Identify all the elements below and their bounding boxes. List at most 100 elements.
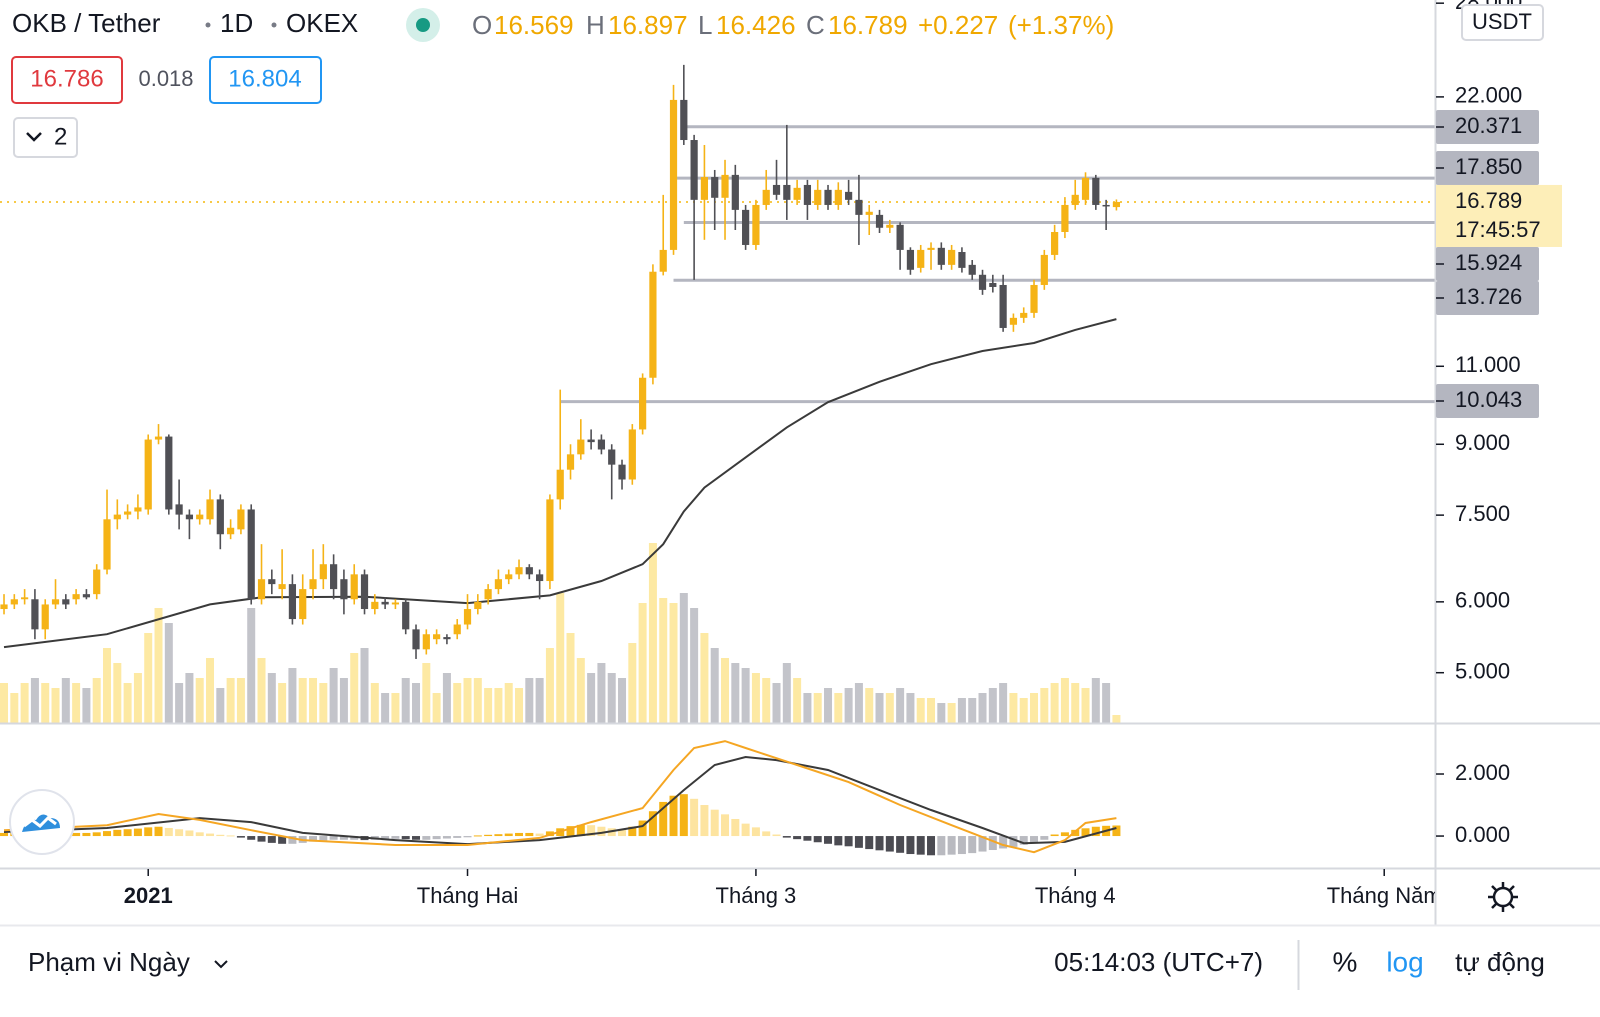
candle-body bbox=[968, 264, 976, 275]
clock[interactable]: 05:14:03 (UTC+7) bbox=[1054, 947, 1263, 977]
candle-body bbox=[1092, 177, 1100, 205]
candle-body bbox=[154, 436, 163, 440]
candle-body bbox=[10, 599, 18, 605]
candle-body bbox=[659, 249, 667, 272]
candle-body bbox=[834, 189, 842, 205]
sell-button[interactable] bbox=[11, 56, 123, 104]
volume-bar bbox=[648, 543, 657, 723]
volume-bar bbox=[133, 673, 142, 723]
volume-bar bbox=[515, 688, 524, 723]
volume-bar bbox=[1030, 693, 1039, 723]
buy-button[interactable] bbox=[209, 56, 322, 104]
date-range[interactable]: Phạm vi Ngày bbox=[28, 947, 190, 977]
volume-bar bbox=[92, 678, 101, 723]
candle-body bbox=[72, 594, 80, 600]
candle-body bbox=[669, 99, 678, 250]
x-tick-label: 2021 bbox=[124, 883, 173, 908]
candle-body bbox=[711, 177, 719, 198]
volume-bar bbox=[587, 673, 596, 723]
candle-body bbox=[113, 514, 121, 520]
volume-bar bbox=[803, 693, 812, 723]
volume-bar bbox=[20, 683, 29, 723]
volume-bar bbox=[947, 703, 956, 723]
macd-histogram-bar bbox=[679, 794, 688, 837]
macd-histogram-bar bbox=[309, 836, 318, 842]
macd-histogram-bar bbox=[82, 832, 91, 837]
macd-histogram-bar bbox=[123, 829, 132, 837]
macd-histogram-bar bbox=[638, 820, 647, 837]
macd-histogram-bar bbox=[885, 836, 894, 852]
macd-histogram-bar bbox=[741, 823, 750, 837]
candle-body bbox=[803, 184, 812, 205]
candle-body bbox=[412, 629, 420, 650]
macd-histogram-bar bbox=[329, 836, 338, 840]
volume-bar bbox=[679, 593, 688, 723]
macd-histogram-bar bbox=[504, 833, 513, 837]
volume-bar bbox=[710, 648, 719, 723]
volume-bar bbox=[834, 693, 843, 723]
indicator-count[interactable]: 2 bbox=[54, 123, 67, 150]
bid[interactable]: 16.786 bbox=[30, 65, 103, 92]
percent-toggle[interactable]: % bbox=[1333, 946, 1358, 977]
candle-body bbox=[762, 189, 770, 205]
candle-body bbox=[649, 271, 657, 378]
macd-histogram-bar bbox=[710, 809, 719, 837]
macd-histogram-bar bbox=[442, 836, 451, 839]
y-tick-label: 9.000 bbox=[1455, 430, 1510, 455]
volume-bar bbox=[1071, 683, 1080, 723]
log-toggle[interactable]: log bbox=[1386, 946, 1423, 977]
candle-body bbox=[93, 569, 101, 595]
macd-histogram-bar bbox=[916, 836, 925, 855]
y-tick-label: 7.500 bbox=[1455, 501, 1510, 526]
macd-histogram-bar bbox=[978, 836, 987, 852]
candle-body bbox=[999, 284, 1007, 328]
macd-histogram-bar bbox=[597, 826, 606, 837]
volume-bar bbox=[1050, 683, 1059, 723]
candle-body bbox=[978, 274, 987, 290]
macd-histogram-bar bbox=[412, 836, 421, 840]
candle-body bbox=[690, 140, 698, 200]
volume-bar bbox=[226, 678, 235, 723]
macd-histogram-bar bbox=[782, 836, 791, 838]
x-tick-label: Tháng 4 bbox=[1035, 883, 1116, 908]
volume-bar bbox=[762, 678, 771, 723]
macd-histogram-bar bbox=[453, 836, 462, 838]
high-value: 16.897 bbox=[608, 10, 688, 40]
volume-bar bbox=[432, 693, 441, 723]
volume-bar bbox=[1102, 683, 1111, 723]
settings-spokes bbox=[1488, 882, 1518, 912]
candle-body bbox=[371, 601, 379, 610]
ohlc-label: C bbox=[806, 10, 825, 40]
candle-body bbox=[680, 99, 688, 141]
indicator-toggle[interactable] bbox=[13, 117, 78, 158]
price-line-tag bbox=[1436, 151, 1539, 185]
y-tick-label: 22.000 bbox=[1455, 83, 1522, 108]
volume-bar bbox=[957, 698, 966, 723]
volume-bar bbox=[494, 688, 503, 723]
volume-bar bbox=[319, 683, 328, 723]
volume-bar bbox=[545, 648, 554, 723]
macd-histogram-bar bbox=[1030, 836, 1039, 843]
volume-bar bbox=[772, 683, 781, 723]
volume-bar bbox=[875, 693, 884, 723]
candle-body bbox=[227, 527, 235, 535]
ask[interactable]: 16.804 bbox=[228, 65, 301, 92]
volume-bar bbox=[453, 683, 462, 723]
candle-body bbox=[257, 579, 266, 600]
auto-toggle[interactable]: tự động bbox=[1455, 947, 1545, 977]
currency[interactable]: USDT bbox=[1472, 9, 1532, 34]
macd-histogram-bar bbox=[1040, 836, 1049, 840]
volume-bar bbox=[504, 683, 513, 723]
currency-box[interactable] bbox=[1461, 4, 1544, 41]
candle-body bbox=[989, 282, 997, 287]
settings-icon[interactable] bbox=[1492, 886, 1514, 908]
macd-histogram-bar bbox=[133, 828, 142, 837]
volume-bar bbox=[638, 603, 647, 723]
candle-body bbox=[360, 574, 369, 610]
price-line-label: 17.850 bbox=[1455, 154, 1522, 179]
volume-bar bbox=[82, 688, 91, 723]
volume-bar bbox=[525, 678, 534, 723]
volume-bar bbox=[988, 688, 997, 723]
macd-histogram-bar bbox=[587, 825, 596, 837]
candle-body bbox=[0, 604, 8, 610]
